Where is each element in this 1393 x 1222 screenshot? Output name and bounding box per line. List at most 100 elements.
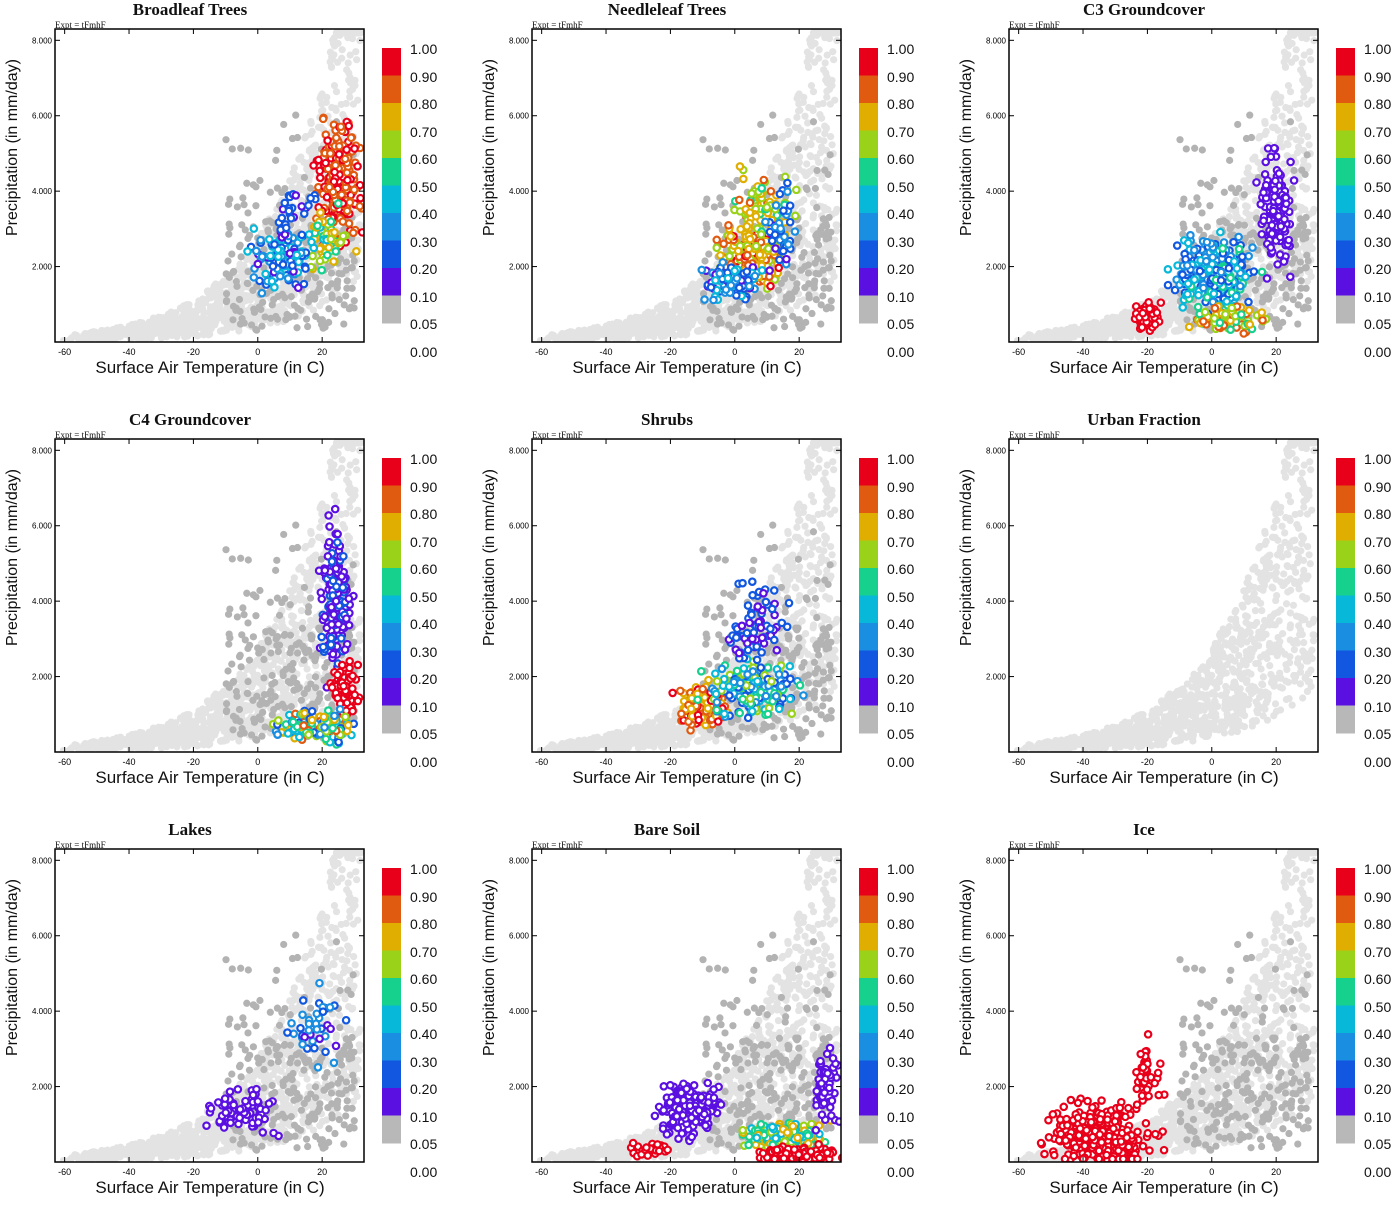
point-fraction [761, 177, 767, 183]
point-background [1062, 333, 1069, 340]
point-zero [351, 257, 358, 264]
point-fraction [317, 258, 323, 264]
point-zero [1298, 277, 1305, 284]
point-fraction [308, 239, 314, 245]
point-background [60, 337, 67, 344]
point-fraction [307, 195, 313, 201]
point-background [1014, 337, 1021, 344]
point-fraction [780, 248, 786, 254]
point-background [1298, 34, 1305, 41]
point-fraction [747, 236, 753, 242]
colorbar-label: 0.90 [887, 70, 937, 84]
point-fraction [351, 187, 357, 193]
point-zero [716, 315, 723, 322]
point-background [1307, 56, 1314, 63]
point-background [347, 51, 354, 58]
point-background [1273, 90, 1280, 97]
point-fraction [776, 265, 782, 271]
point-zero [256, 177, 263, 184]
point-background [350, 278, 357, 285]
point-background [207, 320, 214, 327]
point-zero [794, 316, 801, 323]
colorbar-swatch [382, 103, 401, 131]
point-zero [805, 280, 812, 287]
point-background [833, 221, 840, 228]
colorbar-swatch [382, 131, 401, 159]
colorbar-swatch [859, 103, 878, 131]
point-zero [233, 278, 240, 285]
point-fraction [736, 285, 742, 291]
point-fraction [720, 259, 726, 265]
point-background [1076, 331, 1083, 338]
point-zero [1282, 280, 1289, 287]
point-background [810, 214, 817, 221]
point-background [1278, 113, 1285, 120]
point-background [795, 100, 802, 107]
point-background [1293, 46, 1300, 53]
x-tick-label: 20 [317, 347, 327, 357]
point-background [694, 327, 701, 334]
point-background [195, 297, 202, 304]
point-zero [781, 323, 788, 330]
colorbar-swatch [859, 76, 878, 104]
point-background [688, 302, 695, 309]
point-zero [795, 146, 802, 153]
colorbar-swatch [859, 48, 878, 76]
colorbar-label: 0.60 [410, 152, 460, 166]
point-background [343, 66, 350, 73]
point-fraction [289, 262, 295, 268]
point-fraction [279, 215, 285, 221]
point-background [784, 118, 791, 125]
point-background [1304, 133, 1311, 140]
point-zero [226, 220, 233, 227]
point-background [189, 308, 196, 315]
point-fraction [344, 177, 350, 183]
point-background [85, 330, 92, 337]
point-zero [812, 232, 819, 239]
point-background [200, 309, 207, 316]
point-zero [240, 201, 247, 208]
point-background [805, 64, 812, 71]
point-fraction [332, 162, 338, 168]
colorbar-label: 0.60 [887, 152, 937, 166]
point-fraction [277, 273, 283, 279]
point-zero [1234, 121, 1241, 128]
point-background [1277, 134, 1284, 141]
point-background [1282, 64, 1289, 71]
point-fraction [737, 163, 743, 169]
point-zero [811, 249, 818, 256]
point-fraction [785, 241, 791, 247]
point-zero [293, 324, 300, 331]
point-fraction [295, 285, 301, 291]
point-zero [336, 296, 343, 303]
point-zero [229, 269, 236, 276]
point-background [677, 331, 684, 338]
point-background [148, 333, 155, 340]
point-background [562, 330, 569, 337]
colorbar-swatch [859, 131, 878, 159]
point-zero [344, 277, 351, 284]
point-background [652, 329, 659, 336]
point-fraction [305, 202, 311, 208]
point-zero [335, 270, 342, 277]
y-tick-label: 8.000 [32, 36, 53, 45]
point-background [216, 287, 223, 294]
y-tick-label: 8.000 [509, 36, 530, 45]
point-background [1283, 140, 1290, 147]
point-fraction [306, 231, 312, 237]
point-background [1301, 79, 1308, 86]
point-fraction [283, 225, 289, 231]
point-background [134, 322, 141, 329]
point-zero [760, 311, 767, 318]
point-zero [1285, 310, 1292, 317]
point-background [223, 327, 230, 334]
point-background [537, 337, 544, 344]
point-fraction [275, 254, 281, 260]
point-zero [751, 293, 758, 300]
point-background [815, 101, 822, 108]
colorbar-label: 1.00 [887, 42, 937, 56]
point-background [768, 164, 775, 171]
point-background [795, 124, 802, 131]
point-zero [803, 186, 810, 193]
point-fraction [793, 187, 799, 193]
